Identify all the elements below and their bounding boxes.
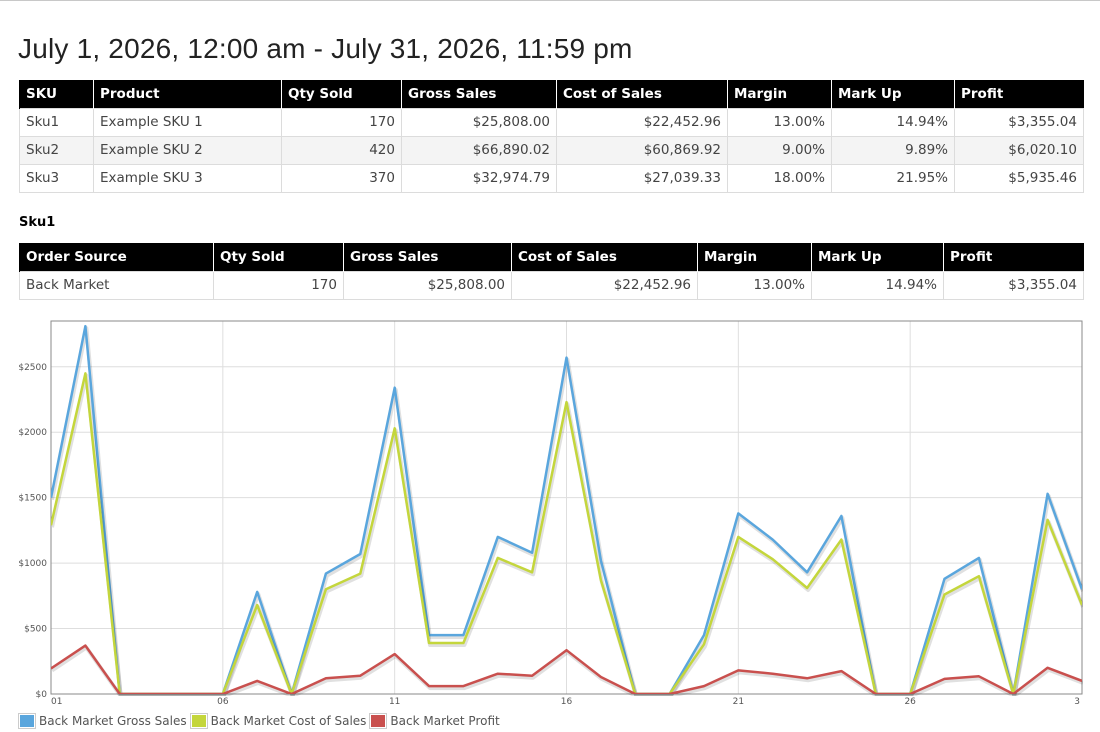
cell-margin: 13.00%: [727, 107, 832, 137]
cell-mark-up: 14.94%: [811, 270, 944, 300]
x-tick-label: 3: [1074, 697, 1080, 707]
y-tick-label: $0: [36, 690, 48, 700]
table-row: Sku1 Example SKU 1 170 $25,808.00 $22,45…: [19, 107, 1084, 137]
cell-profit: $5,935.46: [954, 163, 1084, 193]
cell-sku: Sku1: [19, 107, 94, 137]
col-header-sku[interactable]: SKU: [19, 80, 94, 108]
col-header-cost-of-sales[interactable]: Cost of Sales: [556, 80, 728, 108]
cell-profit: $3,355.04: [954, 107, 1084, 137]
sku-section-title: Sku1: [19, 215, 56, 230]
summary-header-row: SKU Product Qty Sold Gross Sales Cost of…: [19, 80, 1084, 108]
legend-label-cost-of-sales: Back Market Cost of Sales: [210, 714, 367, 728]
cell-gross-sales: $25,808.00: [401, 107, 557, 137]
cell-profit: $3,355.04: [943, 270, 1084, 300]
col-header-mark-up[interactable]: Mark Up: [831, 80, 955, 108]
col-header-margin[interactable]: Margin: [697, 243, 812, 271]
top-divider: [0, 0, 1100, 1]
col-header-profit[interactable]: Profit: [954, 80, 1084, 108]
col-header-margin[interactable]: Margin: [727, 80, 832, 108]
cell-mark-up: 9.89%: [831, 135, 955, 165]
series-line-gross-sales: [51, 324, 1082, 694]
y-tick-label: $1000: [18, 559, 47, 569]
cell-cost-of-sales: $60,869.92: [556, 135, 728, 165]
cell-mark-up: 14.94%: [831, 107, 955, 137]
y-tick-label: $2000: [18, 428, 47, 438]
cell-margin: 13.00%: [697, 270, 812, 300]
col-header-gross-sales[interactable]: Gross Sales: [401, 80, 557, 108]
col-header-gross-sales[interactable]: Gross Sales: [343, 243, 512, 271]
x-tick-label: 01: [51, 697, 62, 707]
cell-order-source: Back Market: [19, 270, 214, 300]
table-row: Back Market 170 $25,808.00 $22,452.96 13…: [19, 270, 1084, 300]
legend-label-gross-sales: Back Market Gross Sales: [39, 714, 187, 728]
x-tick-label: 06: [217, 697, 229, 707]
legend-item-profit[interactable]: Back Market Profit: [369, 713, 500, 729]
col-header-qty-sold[interactable]: Qty Sold: [281, 80, 402, 108]
y-tick-label: $1500: [18, 494, 47, 504]
y-tick-label: $500: [24, 625, 47, 635]
report-date-range: July 1, 2026, 12:00 am - July 31, 2026, …: [18, 33, 633, 64]
table-row: Sku2 Example SKU 2 420 $66,890.02 $60,86…: [19, 135, 1084, 165]
cell-gross-sales: $32,974.79: [401, 163, 557, 193]
order-source-table: Order Source Qty Sold Gross Sales Cost o…: [19, 243, 1084, 300]
cell-sku: Sku2: [19, 135, 94, 165]
cell-product: Example SKU 3: [93, 163, 282, 193]
col-header-qty-sold[interactable]: Qty Sold: [213, 243, 344, 271]
sku-summary-table: SKU Product Qty Sold Gross Sales Cost of…: [19, 80, 1084, 193]
cell-cost-of-sales: $27,039.33: [556, 163, 728, 193]
x-tick-label: 21: [733, 697, 744, 707]
cell-qty-sold: 170: [213, 270, 344, 300]
cell-qty-sold: 420: [281, 135, 402, 165]
cell-gross-sales: $66,890.02: [401, 135, 557, 165]
series-line-cost-of-sales: [51, 372, 1082, 694]
col-header-profit[interactable]: Profit: [943, 243, 1084, 271]
cell-gross-sales: $25,808.00: [343, 270, 512, 300]
col-header-order-source[interactable]: Order Source: [19, 243, 214, 271]
source-header-row: Order Source Qty Sold Gross Sales Cost o…: [19, 243, 1084, 271]
legend-swatch-gross-sales: [18, 713, 36, 729]
series-line-profit: [51, 644, 1082, 694]
plot-frame: [50, 320, 1083, 695]
cell-mark-up: 21.95%: [831, 163, 955, 193]
cell-margin: 9.00%: [727, 135, 832, 165]
legend-item-gross-sales[interactable]: Back Market Gross Sales: [18, 713, 187, 729]
x-tick-label: 11: [389, 697, 400, 707]
legend-swatch-cost-of-sales: [189, 713, 208, 729]
x-tick-label: 26: [904, 697, 916, 707]
legend-item-cost-of-sales[interactable]: Back Market Cost of Sales: [189, 713, 367, 729]
legend-label-profit: Back Market Profit: [390, 714, 500, 728]
x-tick-label: 16: [561, 697, 573, 707]
cell-product: Example SKU 1: [93, 107, 282, 137]
y-tick-label: $2500: [18, 363, 47, 373]
cell-product: Example SKU 2: [93, 135, 282, 165]
cell-qty-sold: 370: [281, 163, 402, 193]
cell-sku: Sku3: [19, 163, 94, 193]
col-header-product[interactable]: Product: [93, 80, 282, 108]
cell-margin: 18.00%: [727, 163, 832, 193]
cell-qty-sold: 170: [281, 107, 402, 137]
col-header-cost-of-sales[interactable]: Cost of Sales: [511, 243, 698, 271]
table-row: Sku3 Example SKU 3 370 $32,974.79 $27,03…: [19, 163, 1084, 193]
chart-legend: Back Market Gross Sales Back Market Cost…: [18, 713, 504, 729]
legend-swatch-profit: [369, 713, 388, 729]
cell-profit: $6,020.10: [954, 135, 1084, 165]
cell-cost-of-sales: $22,452.96: [511, 270, 698, 300]
col-header-mark-up[interactable]: Mark Up: [811, 243, 944, 271]
cell-cost-of-sales: $22,452.96: [556, 107, 728, 137]
sales-line-chart: 01 06 11 16 21 26 3 $0 $500 $1000 $1500 $2000 $2500: [18, 320, 1083, 707]
